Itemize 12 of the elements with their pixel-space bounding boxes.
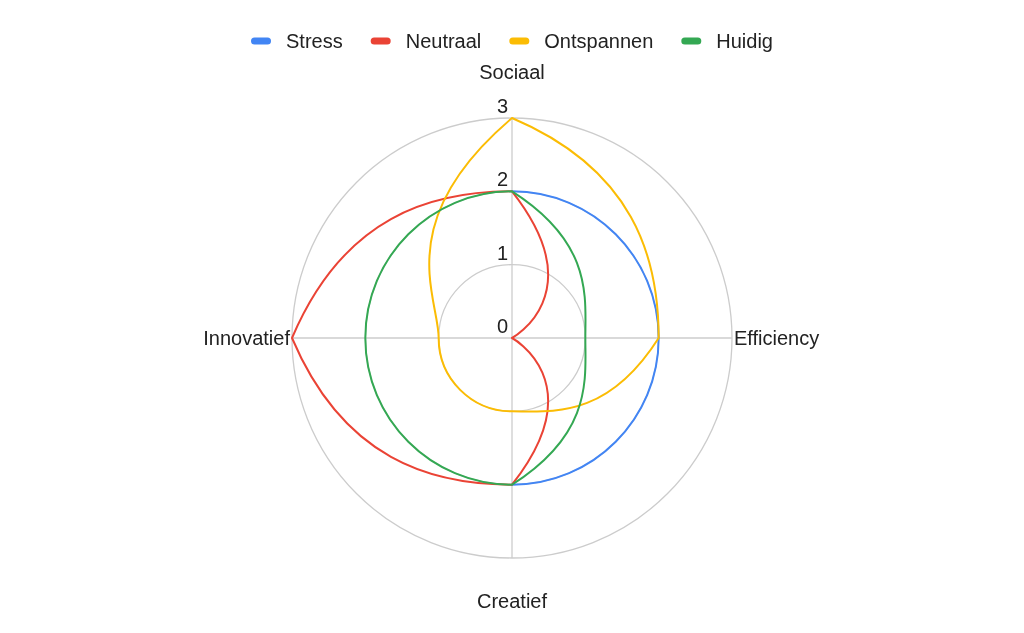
y-tick-label: 1 bbox=[496, 241, 508, 264]
legend-label: Ontspannen bbox=[544, 30, 654, 52]
y-tick-label: 2 bbox=[496, 168, 508, 191]
legend-label: Neutraal bbox=[405, 30, 482, 52]
spoke-label: Efficiency bbox=[734, 327, 820, 349]
spoke-label: Sociaal bbox=[479, 61, 545, 83]
y-tick-label: 0 bbox=[496, 315, 508, 337]
legend-label: Stress bbox=[286, 30, 343, 52]
y-tick-label: 3 bbox=[496, 95, 508, 117]
spoke-label: Innovatief bbox=[203, 327, 291, 349]
spoke-label: Creatief bbox=[476, 590, 548, 612]
legend-label: Huidig bbox=[716, 30, 773, 52]
